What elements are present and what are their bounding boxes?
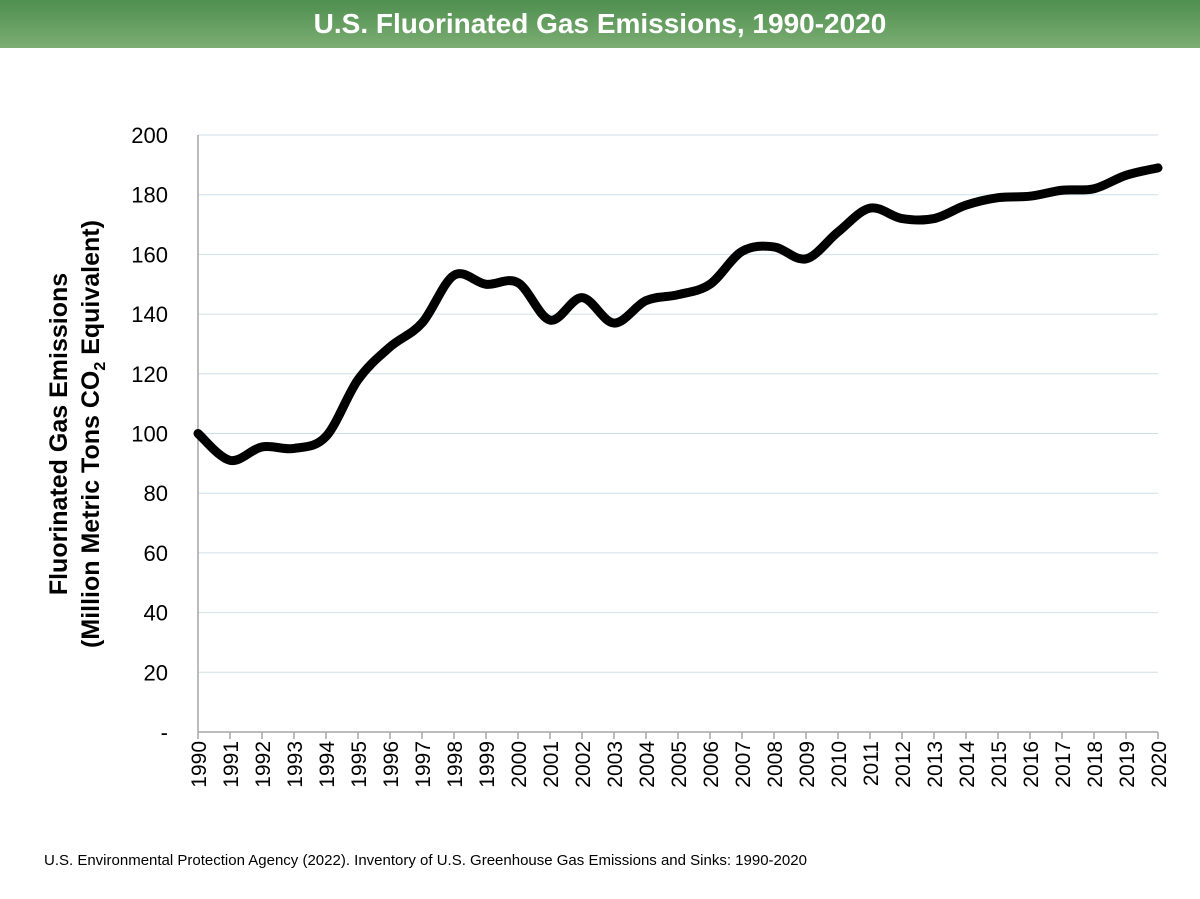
y-tick-label: 160 bbox=[131, 242, 168, 267]
x-tick-label: 2015 bbox=[988, 741, 1011, 788]
series-lines bbox=[193, 163, 1163, 466]
y-axis-label-line1: Fluorinated Gas Emissions bbox=[45, 272, 73, 596]
x-tick-label: 1993 bbox=[284, 741, 307, 788]
x-tick-label: 2004 bbox=[636, 741, 659, 788]
x-tick-label: 2011 bbox=[860, 741, 883, 786]
x-tick-label: 2014 bbox=[956, 741, 979, 788]
x-tick-label: 1995 bbox=[348, 741, 371, 788]
y-tick-label: 180 bbox=[131, 183, 168, 208]
x-tick-label: 2012 bbox=[892, 741, 915, 788]
x-tick-labels: 1990 1991 1992 1993 1994 1995 1996 1997 1998 1999… bbox=[188, 741, 1171, 788]
x-tick-label: 2018 bbox=[1084, 741, 1107, 788]
x-tick-label: 2016 bbox=[1020, 741, 1043, 788]
y-axis-label: Fluorinated Gas Emissions (Million Metri… bbox=[43, 220, 117, 648]
x-tick-label: 2007 bbox=[732, 741, 755, 788]
source-citation: U.S. Environmental Protection Agency (20… bbox=[44, 852, 807, 869]
x-tick-label: 1996 bbox=[380, 741, 403, 788]
chart-title: U.S. Fluorinated Gas Emissions, 1990-202… bbox=[313, 8, 887, 39]
title-banner: U.S. Fluorinated Gas Emissions, 1990-202… bbox=[0, 0, 1200, 48]
y-tick-labels: - 20 40 60 80 100 120 140 160 180 200 bbox=[131, 123, 168, 745]
x-tick-label: 2017 bbox=[1052, 741, 1075, 788]
x-tick-label: 2019 bbox=[1116, 741, 1139, 788]
x-tick-label: 2003 bbox=[604, 741, 627, 788]
x-tick-label: 2000 bbox=[508, 741, 531, 788]
y-tick-label: 40 bbox=[144, 601, 168, 626]
x-tick-label: 2010 bbox=[828, 741, 851, 788]
x-tick-label: 1992 bbox=[252, 741, 275, 788]
x-tick-label: 2006 bbox=[700, 741, 723, 788]
series-line bbox=[193, 163, 1163, 466]
x-tick-label: 2005 bbox=[668, 741, 691, 788]
y-tick-label: - bbox=[161, 720, 168, 745]
x-tick-label: 2008 bbox=[764, 741, 787, 788]
x-tick-label: 2002 bbox=[572, 741, 595, 788]
y-tick-label: 140 bbox=[131, 302, 168, 327]
x-tick-label: 1999 bbox=[476, 741, 499, 788]
y-tick-label: 60 bbox=[144, 541, 168, 566]
x-tick-label: 2001 bbox=[540, 741, 563, 788]
y-tick-label: 20 bbox=[144, 660, 168, 685]
axes bbox=[197, 135, 1159, 739]
x-tick-label: 1990 bbox=[188, 741, 211, 788]
x-tick-label: 1994 bbox=[316, 741, 339, 788]
x-tick-label: 2020 bbox=[1148, 741, 1171, 788]
y-tick-label: 80 bbox=[144, 481, 168, 506]
x-tick-label: 2009 bbox=[796, 741, 819, 788]
x-tick-label: 1991 bbox=[220, 741, 243, 788]
y-tick-label: 200 bbox=[131, 123, 168, 148]
y-tick-label: 100 bbox=[131, 422, 168, 447]
x-tick-label: 1998 bbox=[444, 741, 467, 788]
y-axis-label-line2: (Million Metric Tons CO2 Equivalent) bbox=[77, 220, 109, 648]
y-tick-label: 120 bbox=[131, 362, 168, 387]
x-tick-label: 2013 bbox=[924, 741, 947, 788]
x-tick-label: 1997 bbox=[412, 741, 435, 788]
